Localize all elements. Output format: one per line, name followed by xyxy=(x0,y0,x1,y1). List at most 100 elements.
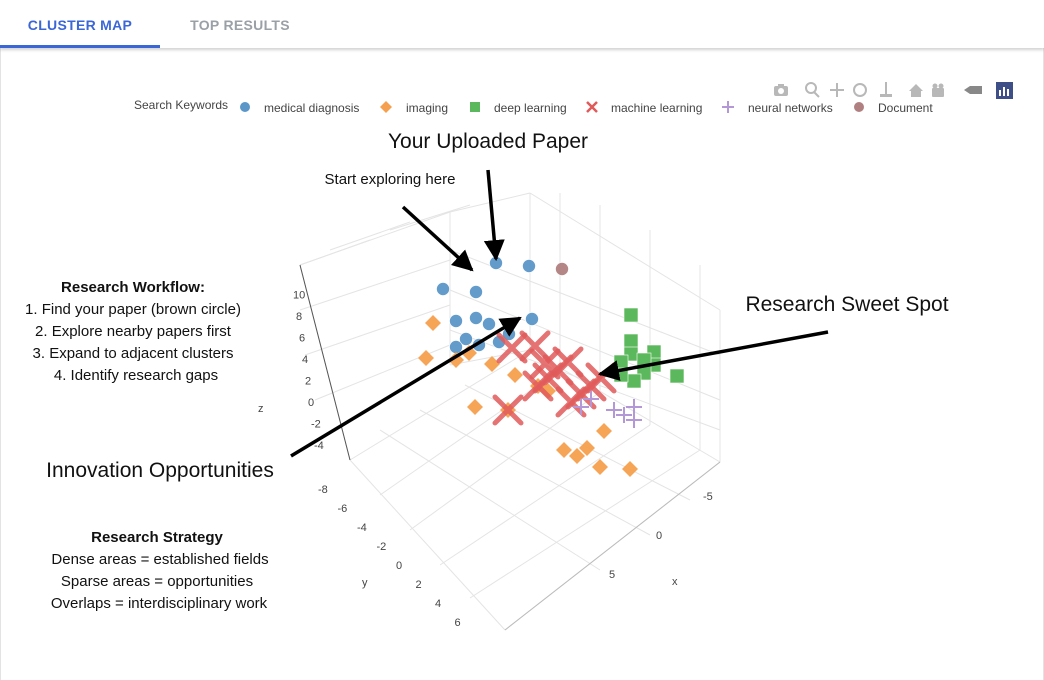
legend-label: machine learning xyxy=(611,101,702,115)
workflow-step: 3. Expand to adjacent clusters xyxy=(33,345,234,362)
y-tick-label: 0 xyxy=(396,560,402,572)
point-deep-learning[interactable] xyxy=(623,333,639,349)
pan-icon[interactable] xyxy=(830,83,844,97)
point-neural-networks[interactable] xyxy=(616,407,632,423)
zoom-icon[interactable] xyxy=(805,82,820,98)
point-neural-networks[interactable] xyxy=(573,399,589,415)
point-deep-learning[interactable] xyxy=(669,368,685,384)
point-deep-learning[interactable] xyxy=(613,354,629,370)
camera-icon[interactable] xyxy=(774,84,788,96)
home-icon[interactable] xyxy=(909,84,923,97)
legend-item-deep-learning[interactable]: deep learning xyxy=(470,101,567,115)
point-neural-networks[interactable] xyxy=(606,402,622,418)
z-tick-label: 4 xyxy=(302,354,308,366)
start-exploring-arrow xyxy=(401,205,474,272)
z-axis-ticks: -4 -2 0 2 4 6 8 10 xyxy=(293,290,324,453)
point-imaging[interactable] xyxy=(418,350,434,366)
point-medical-diagnosis[interactable] xyxy=(469,311,483,325)
tab-cluster-map[interactable]: CLUSTER MAP xyxy=(27,17,133,33)
point-imaging[interactable] xyxy=(569,448,585,464)
point-imaging[interactable] xyxy=(467,399,483,415)
workflow-step: 2. Explore nearby papers first xyxy=(35,323,232,340)
video-camera-icon[interactable] xyxy=(932,83,944,98)
uploaded-paper-label: Your Uploaded Paper xyxy=(388,130,588,153)
point-machine-learning[interactable] xyxy=(522,370,554,402)
y-tick-label: -4 xyxy=(357,522,367,534)
strategy-line: Dense areas = established fields xyxy=(51,551,268,568)
point-machine-learning[interactable] xyxy=(492,394,524,426)
point-machine-learning[interactable] xyxy=(519,330,551,362)
z-tick-label: 10 xyxy=(293,290,305,302)
annotations: Your Uploaded Paper Start exploring here… xyxy=(25,130,949,612)
sweet-spot-arrow xyxy=(597,330,829,381)
legend-label: neural networks xyxy=(748,101,833,115)
point-deep-learning[interactable] xyxy=(623,307,639,323)
workflow-step: 1. Find your paper (brown circle) xyxy=(25,301,241,318)
turntable-rotation-icon[interactable] xyxy=(880,82,892,97)
data-markers xyxy=(418,256,685,477)
hover-toggle-icon[interactable] xyxy=(964,86,982,94)
point-imaging[interactable] xyxy=(622,461,638,477)
innovation-arrow xyxy=(290,316,522,458)
start-exploring-label: Start exploring here xyxy=(325,171,456,188)
point-imaging[interactable] xyxy=(425,315,441,331)
legend-label: deep learning xyxy=(494,101,567,115)
point-medical-diagnosis[interactable] xyxy=(482,317,496,331)
z-tick-label: 8 xyxy=(296,311,302,323)
tab-bar: CLUSTER MAP TOP RESULTS xyxy=(0,0,1044,48)
y-tick-label: -6 xyxy=(338,503,348,515)
legend-item-neural-networks[interactable]: neural networks xyxy=(722,101,833,115)
y-axis-ticks: -8 -6 -4 -2 0 2 4 6 xyxy=(318,484,461,629)
point-medical-diagnosis[interactable] xyxy=(459,332,473,346)
point-imaging[interactable] xyxy=(556,442,572,458)
point-imaging[interactable] xyxy=(484,356,500,372)
z-tick-label: -4 xyxy=(314,440,324,452)
point-medical-diagnosis[interactable] xyxy=(525,312,539,326)
point-machine-learning[interactable] xyxy=(555,386,587,418)
point-medical-diagnosis[interactable] xyxy=(469,285,483,299)
panel-border-left xyxy=(0,48,1,680)
legend-item-imaging[interactable]: imaging xyxy=(380,101,448,115)
point-imaging[interactable] xyxy=(596,423,612,439)
point-machine-learning[interactable] xyxy=(585,362,617,394)
plotly-logo-icon[interactable] xyxy=(996,82,1013,99)
point-document[interactable] xyxy=(555,262,569,276)
square-icon xyxy=(470,102,480,112)
legend-title: Search Keywords xyxy=(134,98,228,112)
point-medical-diagnosis[interactable] xyxy=(522,259,536,273)
point-medical-diagnosis[interactable] xyxy=(449,340,463,354)
legend-item-machine-learning[interactable]: machine learning xyxy=(586,101,702,115)
legend-item-document[interactable]: Document xyxy=(854,101,933,115)
tab-top-results[interactable]: TOP RESULTS xyxy=(190,17,290,33)
x-axis-title: x xyxy=(672,576,678,588)
point-imaging[interactable] xyxy=(461,345,477,361)
point-neural-networks[interactable] xyxy=(583,391,599,407)
point-medical-diagnosis[interactable] xyxy=(436,282,450,296)
z-axis-title: z xyxy=(258,403,264,415)
z-tick-label: 6 xyxy=(299,333,305,345)
x-mark-icon xyxy=(586,101,598,113)
point-imaging[interactable] xyxy=(579,440,595,456)
point-medical-diagnosis[interactable] xyxy=(449,314,463,328)
diamond-icon xyxy=(380,101,392,113)
sweet-spot-label: Research Sweet Spot xyxy=(745,293,948,316)
point-machine-learning[interactable] xyxy=(496,332,528,364)
y-tick-label: 4 xyxy=(435,598,441,610)
strategy-line: Overlaps = interdisciplinary work xyxy=(51,595,268,612)
orbit-rotation-icon[interactable] xyxy=(853,83,867,97)
y-tick-label: -2 xyxy=(377,541,387,553)
x-axis-ticks: -5 0 5 xyxy=(609,491,713,581)
modebar xyxy=(774,82,1013,99)
cross-icon xyxy=(722,101,734,113)
point-imaging[interactable] xyxy=(507,367,523,383)
strategy-line: Sparse areas = opportunities xyxy=(61,573,253,590)
point-neural-networks[interactable] xyxy=(626,412,642,428)
active-tab-indicator xyxy=(0,45,160,48)
y-tick-label: 2 xyxy=(416,579,422,591)
point-imaging[interactable] xyxy=(592,459,608,475)
point-deep-learning[interactable] xyxy=(626,373,642,389)
x-tick-label: 0 xyxy=(656,530,662,542)
legend-item-medical-diagnosis[interactable]: medical diagnosis xyxy=(240,101,359,115)
